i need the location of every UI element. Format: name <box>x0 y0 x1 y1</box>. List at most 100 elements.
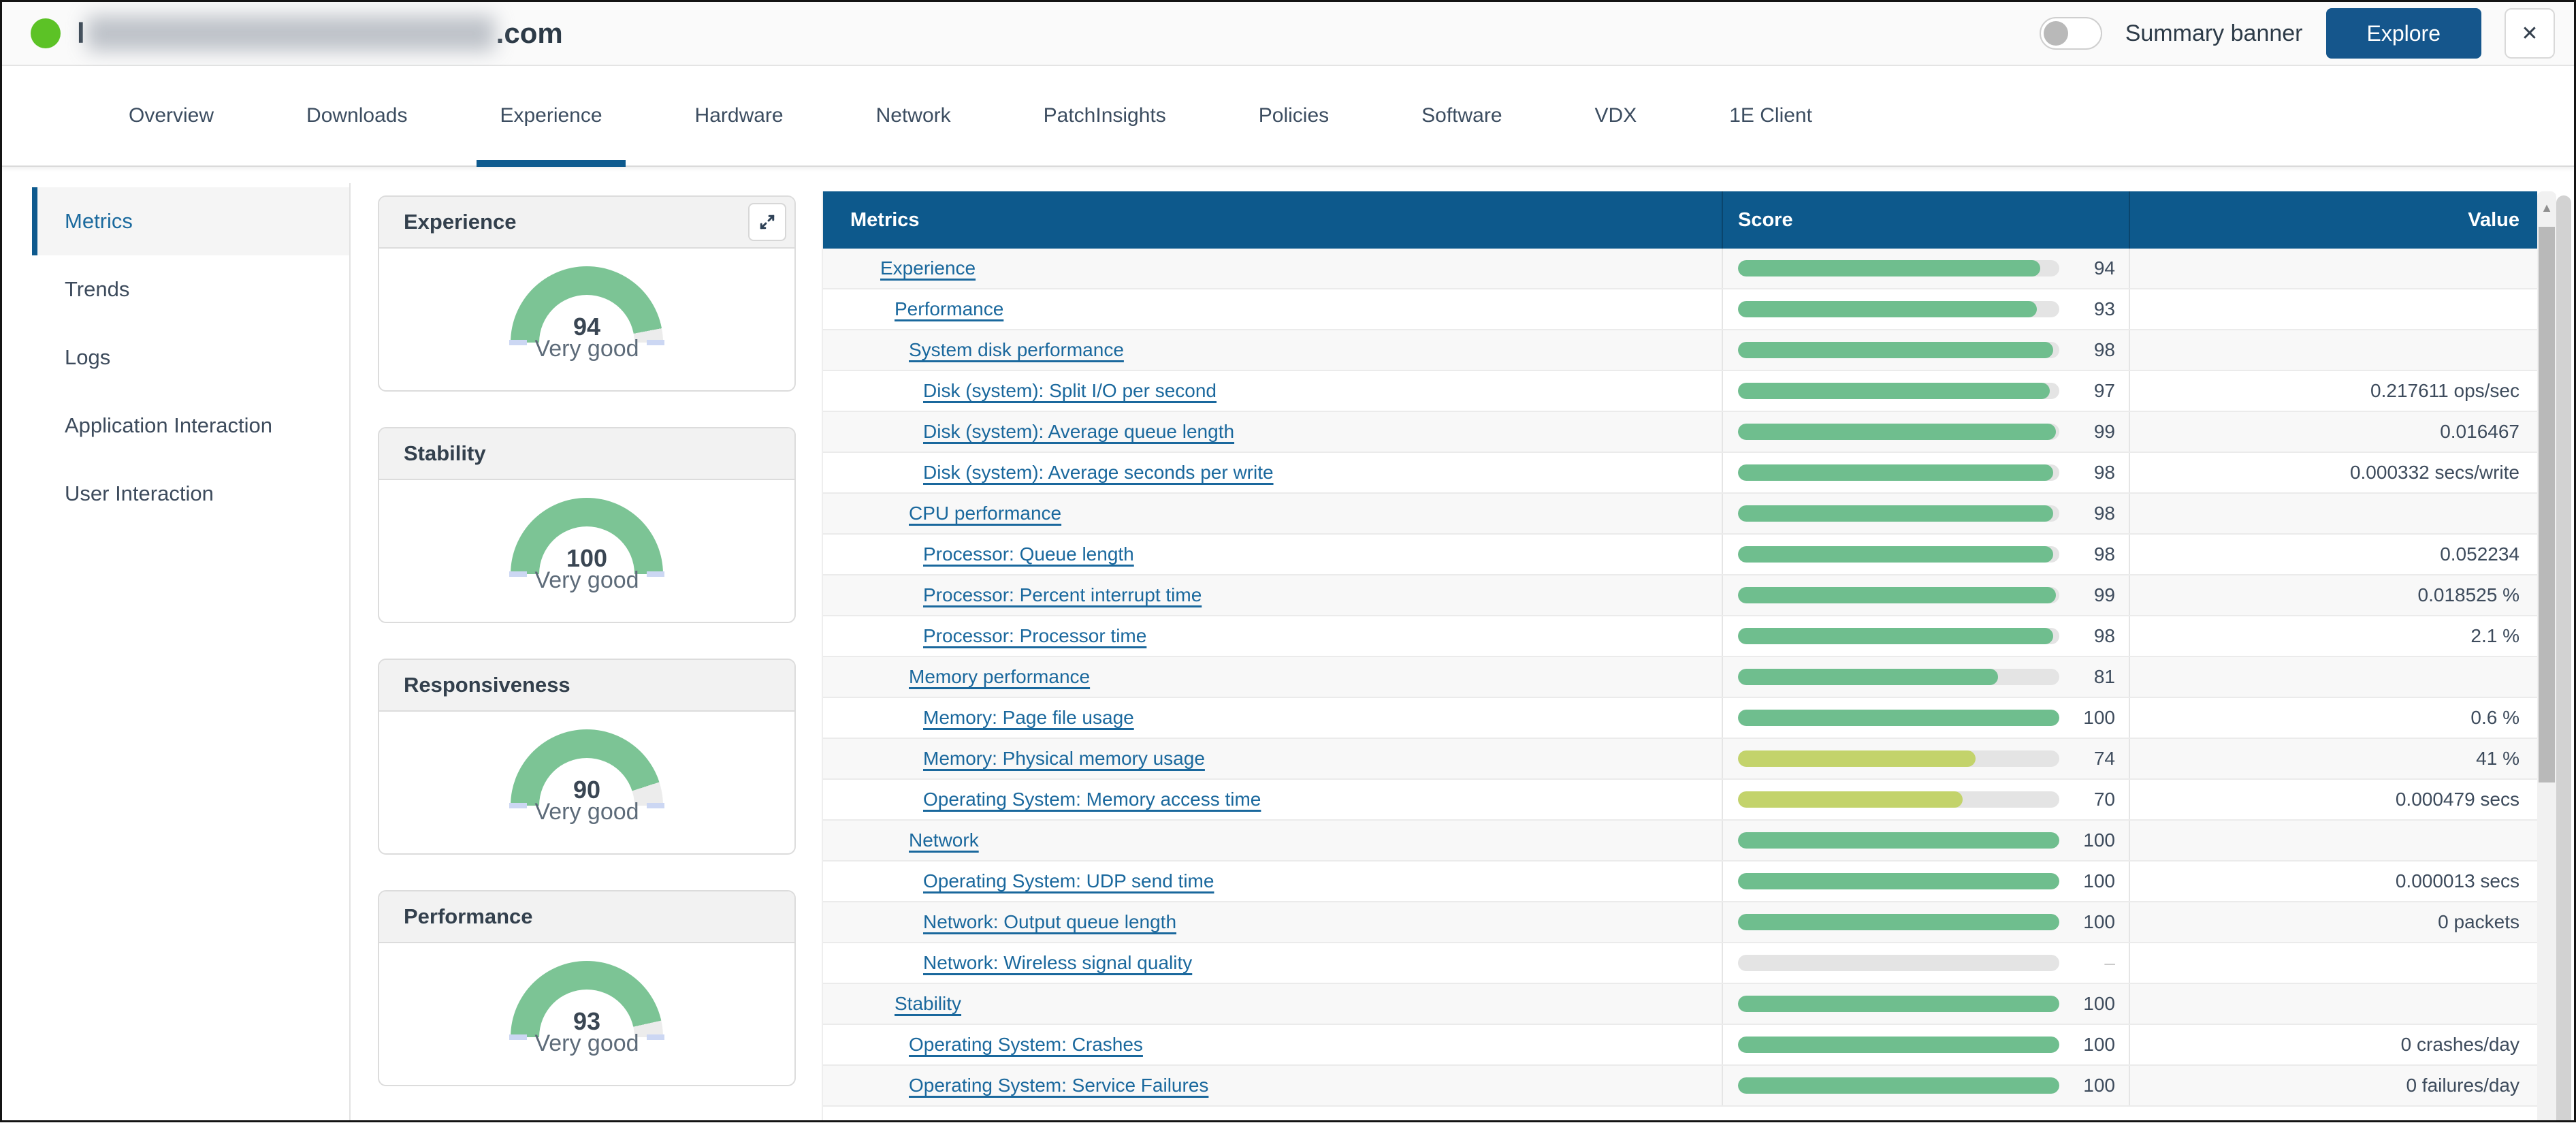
tab-experience[interactable]: Experience <box>477 66 626 167</box>
tab-label: VDX <box>1594 104 1637 127</box>
value-cell <box>2130 249 2537 288</box>
metric-link[interactable]: Disk (system): Average seconds per write <box>923 462 1274 483</box>
column-header-score: Score <box>1723 191 2130 249</box>
sidebar-item-user-interaction[interactable]: User Interaction <box>2 460 349 528</box>
score-cell: 98 <box>1723 330 2130 370</box>
score-bar-fill <box>1738 546 2053 563</box>
page-scrollbar-thumb[interactable] <box>2556 195 2571 1120</box>
gauge-rating-label: Very good <box>534 1030 639 1056</box>
tab-patchinsights[interactable]: PatchInsights <box>1020 66 1189 165</box>
metric-link[interactable]: Network: Output queue length <box>923 911 1177 932</box>
score-bar-fill <box>1738 505 2053 522</box>
metric-link[interactable]: CPU performance <box>909 503 1062 524</box>
summary-banner-toggle[interactable] <box>2039 17 2102 50</box>
table-scrollbar-thumb[interactable] <box>2539 227 2555 782</box>
gauge-card-column: Experience 94 Very good Stability <box>378 195 796 1120</box>
gauge-card-body: 100 Very good <box>379 480 794 622</box>
score-number: 98 <box>2093 339 2115 360</box>
metric-link[interactable]: Memory: Physical memory usage <box>923 748 1205 769</box>
metric-cell: Operating System: UDP send time <box>823 861 1723 901</box>
tab-1e-client[interactable]: 1E Client <box>1706 66 1835 165</box>
score-cell: 98 <box>1723 535 2130 574</box>
score-number: 74 <box>2093 748 2115 769</box>
explore-button[interactable]: Explore <box>2325 8 2481 59</box>
score-cell: – <box>1723 943 2130 983</box>
summary-banner-label: Summary banner <box>2125 20 2303 46</box>
gauge-start-tick <box>509 340 527 345</box>
table-row: Stability 100 <box>823 984 2537 1025</box>
metric-link[interactable]: Processor: Percent interrupt time <box>923 584 1202 605</box>
gauge-card-header: Stability <box>379 428 794 480</box>
experience-sidebar: Metrics Trends Logs Application Interaction… <box>2 187 349 528</box>
sidebar-item-logs[interactable]: Logs <box>2 323 349 392</box>
tab-software[interactable]: Software <box>1398 66 1525 165</box>
score-bar-track <box>1738 996 2059 1012</box>
metric-link[interactable]: Operating System: UDP send time <box>923 870 1214 891</box>
scroll-up-button[interactable]: ▲ <box>2537 191 2556 224</box>
sidebar-item-application-interaction[interactable]: Application Interaction <box>2 392 349 460</box>
tab-policies[interactable]: Policies <box>1236 66 1352 165</box>
tab-label: Downloads <box>306 104 408 127</box>
tab-network[interactable]: Network <box>853 66 974 165</box>
score-number: 100 <box>2083 911 2115 932</box>
value-cell <box>2130 289 2537 329</box>
score-cell: 100 <box>1723 1025 2130 1064</box>
metric-link[interactable]: Memory performance <box>909 666 1091 687</box>
value-cell: 41 % <box>2476 748 2519 769</box>
table-row: Memory: Physical memory usage 74 41 % <box>823 739 2537 780</box>
table-row: Performance 93 <box>823 289 2537 330</box>
tab-hardware[interactable]: Hardware <box>672 66 807 165</box>
metric-link[interactable]: Operating System: Service Failures <box>909 1075 1209 1096</box>
gauge-rating-label: Very good <box>534 567 639 593</box>
table-row: Processor: Queue length 98 0.052234 <box>823 535 2537 575</box>
value-cell: 0.000013 secs <box>2395 870 2519 891</box>
sidebar-item-metrics[interactable]: Metrics <box>32 187 349 255</box>
tab-downloads[interactable]: Downloads <box>283 66 430 165</box>
score-bar-track <box>1738 669 2059 685</box>
gauge-card-header: Responsiveness <box>379 660 794 712</box>
score-bar-track <box>1738 1037 2059 1053</box>
metric-link[interactable]: Performance <box>895 298 1004 319</box>
tab-label: Network <box>875 104 951 127</box>
table-scrollbar[interactable]: ▲ <box>2537 191 2556 1120</box>
metric-link[interactable]: Operating System: Memory access time <box>923 789 1261 810</box>
hostname-suffix: .com <box>496 17 563 49</box>
value-cell: 0.000479 secs <box>2395 789 2519 810</box>
score-bar-track <box>1738 832 2059 849</box>
title-bar-actions: Summary banner Explore ✕ <box>2039 8 2555 59</box>
gauge-card-performance: Performance 93 Very good <box>378 890 796 1086</box>
gauge-score-value: 100 <box>566 544 608 572</box>
metric-link[interactable]: Experience <box>880 257 976 279</box>
sidebar-item-trends[interactable]: Trends <box>2 255 349 323</box>
table-row: CPU performance 98 <box>823 494 2537 535</box>
hostname-visible-prefix: l <box>77 17 85 49</box>
table-row: Operating System: Memory access time 70 … <box>823 780 2537 821</box>
expand-button[interactable] <box>748 203 786 241</box>
metric-link[interactable]: Stability <box>895 993 962 1014</box>
score-number: 99 <box>2093 584 2115 605</box>
gauge-card-body: 94 Very good <box>379 249 794 390</box>
metric-link[interactable]: Network <box>909 829 979 851</box>
value-cell <box>2130 984 2537 1024</box>
metric-link[interactable]: Disk (system): Average queue length <box>923 421 1235 442</box>
metric-cell: Operating System: Service Failures <box>823 1066 1723 1105</box>
metric-link[interactable]: Network: Wireless signal quality <box>923 952 1193 973</box>
score-bar-fill <box>1738 996 2059 1012</box>
value-cell: 0 packets <box>2438 911 2519 932</box>
tab-label: 1E Client <box>1729 104 1812 127</box>
gauge-card-body: 90 Very good <box>379 712 794 853</box>
tab-vdx[interactable]: VDX <box>1572 66 1660 165</box>
score-cell: 98 <box>1723 616 2130 656</box>
close-button[interactable]: ✕ <box>2505 8 2555 59</box>
tab-overview[interactable]: Overview <box>106 66 237 165</box>
metric-link[interactable]: Processor: Processor time <box>923 625 1147 646</box>
metric-link[interactable]: Operating System: Crashes <box>909 1034 1143 1055</box>
score-bar-fill <box>1738 383 2050 399</box>
metric-link[interactable]: Disk (system): Split I/O per second <box>923 380 1217 401</box>
value-cell <box>2130 821 2537 860</box>
metric-link[interactable]: Processor: Queue length <box>923 543 1134 565</box>
metric-link[interactable]: Memory: Page file usage <box>923 707 1134 728</box>
score-bar-track <box>1738 955 2059 971</box>
metric-cell: Stability <box>823 984 1723 1024</box>
metric-link[interactable]: System disk performance <box>909 339 1124 360</box>
